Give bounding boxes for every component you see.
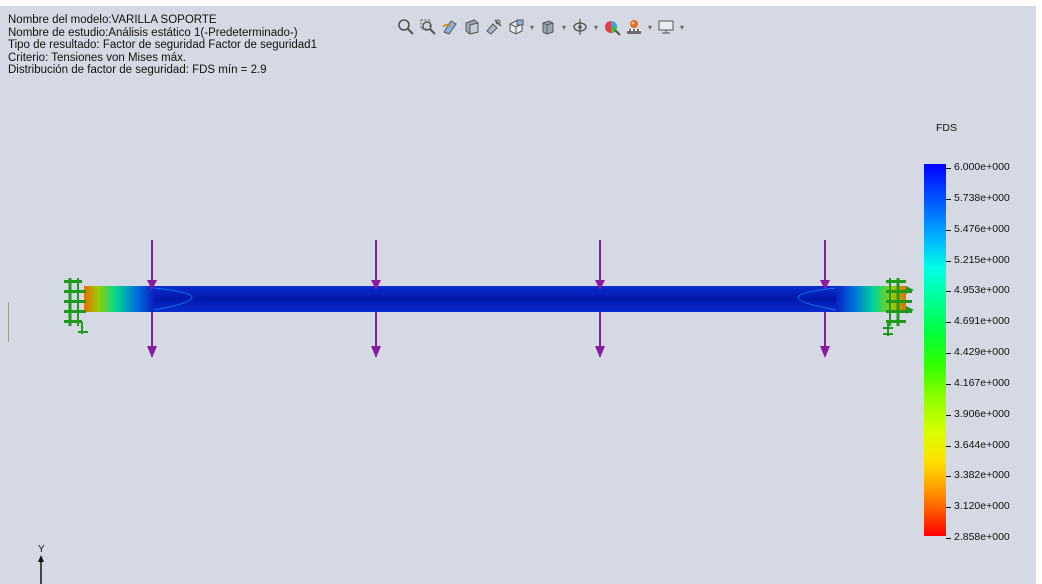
triad-y-label: Y [38, 544, 45, 555]
legend-value-label: 3.382e+000 [954, 469, 1010, 482]
legend-value-label: 3.644e+000 [954, 438, 1010, 451]
legend-tick [946, 291, 951, 293]
rod-body[interactable] [84, 286, 906, 312]
legend-tick [946, 383, 951, 385]
heads-up-view-toolbar: ▾ ▾ ▾ ▾ ▾ [396, 16, 686, 38]
legend-tick [946, 476, 951, 478]
reference-triad: Y [34, 544, 74, 584]
legend-tick [946, 538, 951, 539]
apply-scene-icon[interactable] [624, 17, 644, 37]
view-orientation-icon[interactable] [506, 17, 526, 37]
legend-value-label: 3.120e+000 [954, 500, 1010, 513]
fixed-support-left [64, 278, 88, 334]
legend-tick [946, 168, 951, 169]
view-settings-icon[interactable] [656, 17, 676, 37]
model-name-text: Nombre del modelo:VARILLA SOPORTE [8, 14, 217, 26]
chevron-down-icon[interactable]: ▾ [593, 22, 598, 32]
load-arrow [595, 240, 605, 358]
legend-tick [946, 322, 951, 324]
legend-value-label: 2.858e+000 [954, 531, 1010, 543]
legend-value-label: 4.167e+000 [954, 376, 1010, 389]
legend-tick [946, 260, 951, 262]
legend-value-label: 4.953e+000 [954, 284, 1010, 297]
zoom-to-fit-icon[interactable] [396, 17, 416, 37]
legend-value-label: 5.476e+000 [954, 222, 1010, 235]
fea-model-view [64, 240, 914, 358]
legend-tick [946, 198, 951, 200]
result-type-text: Tipo de resultado: Factor de seguridad F… [8, 39, 317, 52]
top-border [0, 0, 1042, 6]
chevron-down-icon[interactable]: ▾ [529, 22, 534, 32]
legend-tick [946, 353, 951, 354]
legend-tick [946, 229, 951, 231]
graphics-viewport[interactable]: Nombre del modelo:VARILLA SOPORTE Nombre… [0, 6, 1036, 584]
chevron-down-icon[interactable]: ▾ [647, 22, 652, 32]
legend-tick [946, 445, 951, 447]
distribution-text: Distribución de factor de seguridad: FDS… [8, 64, 267, 77]
legend-value-label: 3.906e+000 [954, 407, 1010, 420]
dynamic-annotation-icon[interactable] [484, 17, 504, 37]
load-arrow [371, 240, 381, 358]
previous-view-icon[interactable] [440, 17, 460, 37]
triad-axes-icon [38, 555, 44, 584]
zoom-to-area-icon[interactable] [418, 17, 438, 37]
hide-show-items-icon[interactable] [570, 17, 590, 37]
display-style-icon[interactable] [538, 17, 558, 37]
right-border [1036, 0, 1042, 584]
fixed-support-right [883, 278, 914, 336]
section-view-icon[interactable] [462, 17, 482, 37]
panel-collapse-handle[interactable] [8, 302, 12, 342]
study-info-block: Nombre del modelo:VARILLA SOPORTE Nombre… [8, 14, 317, 77]
legend-tick [946, 507, 951, 509]
study-name-text: Nombre de estudio:Análisis estático 1(-P… [8, 26, 298, 39]
legend-value-label: 6.000e+000 [954, 161, 1010, 173]
legend-value-label: 5.215e+000 [954, 253, 1010, 266]
load-arrow [147, 240, 157, 358]
load-arrow [820, 240, 830, 358]
edit-appearance-icon[interactable] [602, 17, 622, 37]
legend-value-label: 4.429e+000 [954, 346, 1010, 358]
legend-title: FDS [936, 122, 957, 134]
criterion-text: Criterio: Tensiones von Mises máx. [8, 51, 187, 64]
chevron-down-icon[interactable]: ▾ [561, 22, 566, 32]
legend-value-label: 4.691e+000 [954, 315, 1010, 328]
load-arrows [147, 240, 830, 358]
chevron-down-icon[interactable]: ▾ [679, 22, 684, 32]
legend-tick [946, 414, 951, 416]
legend-value-label: 5.738e+000 [954, 191, 1010, 204]
fds-color-scale-bar[interactable] [924, 164, 946, 536]
